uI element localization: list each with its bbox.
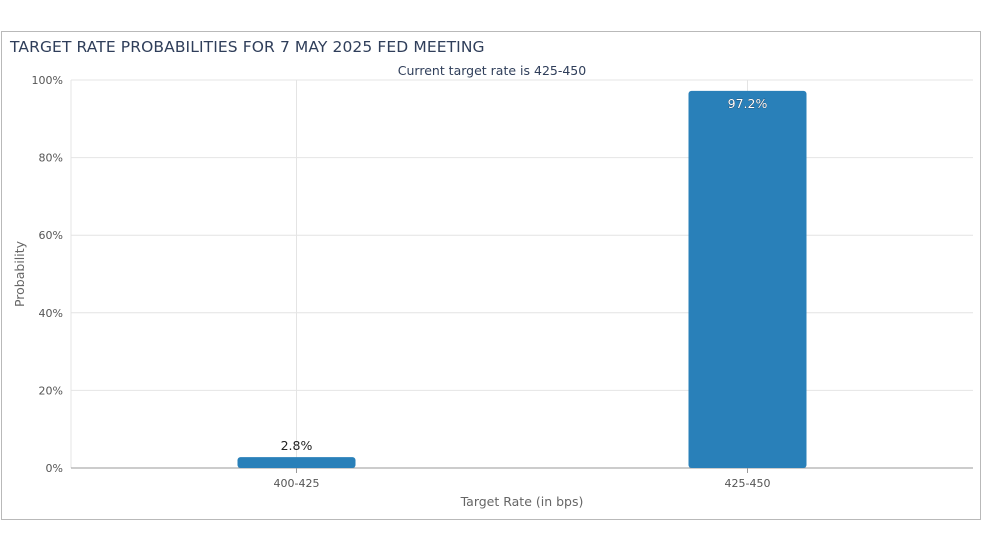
bar-425-450 bbox=[688, 90, 807, 468]
data-label: 97.2% bbox=[728, 96, 768, 111]
x-tick-label: 400-425 bbox=[274, 477, 320, 490]
grid-lines bbox=[70, 79, 973, 473]
chart-title: TARGET RATE PROBABILITIES FOR 7 MAY 2025… bbox=[10, 38, 485, 56]
x-axis-label: Target Rate (in bps) bbox=[460, 494, 584, 509]
y-tick-label: 40% bbox=[39, 307, 63, 320]
y-tick-label: 100% bbox=[32, 74, 63, 87]
labels: 0% 20% 40% 60% 80% 100% 400-425 2.8% 425-450 97.2… bbox=[32, 74, 771, 490]
y-tick-label: 60% bbox=[39, 229, 63, 242]
chart-subtitle: Current target rate is 425-450 bbox=[398, 63, 586, 78]
y-tick-label: 0% bbox=[46, 462, 63, 475]
bar-400-425 bbox=[237, 457, 356, 468]
x-tick-label: 425-450 bbox=[725, 477, 771, 490]
chart-frame bbox=[1, 31, 981, 520]
y-tick-label: 20% bbox=[39, 384, 63, 397]
y-tick-label: 80% bbox=[39, 152, 63, 165]
data-label: 2.8% bbox=[281, 438, 313, 453]
y-axis-label: Probability bbox=[12, 240, 27, 307]
bars bbox=[237, 90, 807, 468]
